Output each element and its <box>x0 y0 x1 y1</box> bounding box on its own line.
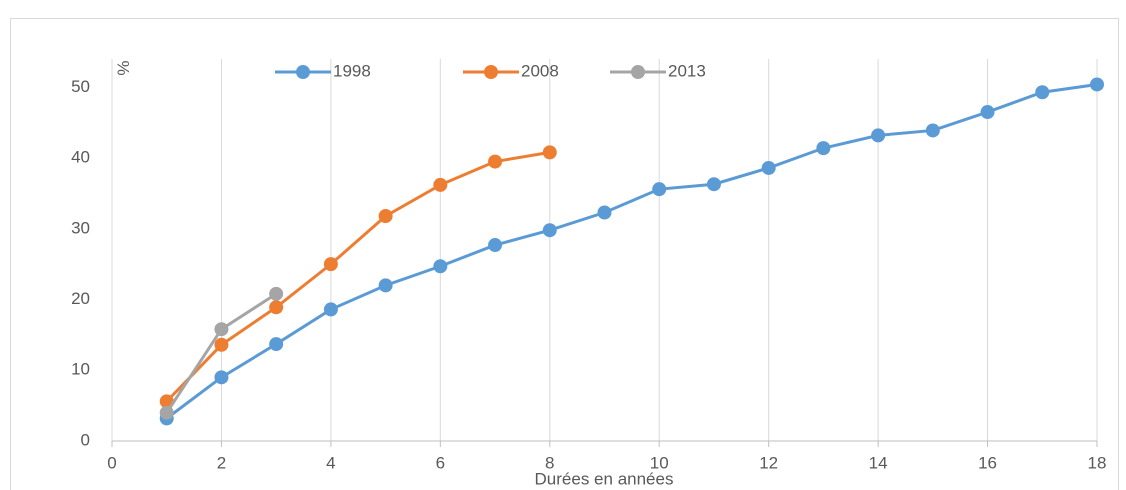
x-tick-label: 12 <box>759 453 778 472</box>
legend-item: 2013 <box>610 61 706 80</box>
legend-item: 1998 <box>275 61 371 80</box>
x-axis-label: Durées en années <box>535 469 674 488</box>
chart-border <box>10 18 1119 490</box>
y-axis-label: % <box>114 60 133 75</box>
data-point <box>1035 85 1050 100</box>
legend-marker <box>631 65 645 79</box>
y-tick-label: 0 <box>81 430 90 449</box>
data-point <box>871 128 886 143</box>
data-point <box>652 182 667 197</box>
data-point <box>488 154 503 169</box>
data-point <box>816 141 831 156</box>
series-line <box>165 150 551 403</box>
data-point <box>378 209 393 224</box>
data-point <box>433 177 448 192</box>
x-tick-label: 10 <box>650 453 669 472</box>
y-tick-label: 20 <box>71 289 90 308</box>
data-point <box>214 322 229 337</box>
legend-item: 2008 <box>463 61 559 80</box>
y-tick-label: 10 <box>71 360 90 379</box>
x-tick-label: 4 <box>326 453 335 472</box>
legend-label: 2008 <box>521 61 559 80</box>
data-point <box>980 105 995 120</box>
data-point <box>761 160 776 175</box>
x-tick-label: 18 <box>1088 453 1107 472</box>
data-point <box>706 177 721 192</box>
data-point <box>159 405 174 420</box>
data-point <box>323 257 338 272</box>
data-point <box>542 145 557 160</box>
data-point <box>488 238 503 253</box>
data-point <box>1090 77 1104 92</box>
y-tick-label: 40 <box>71 148 90 167</box>
x-tick-label: 6 <box>436 453 445 472</box>
legend-marker <box>296 65 310 79</box>
data-point <box>925 123 940 138</box>
data-point <box>433 259 448 274</box>
legend-marker <box>484 65 498 79</box>
data-point <box>269 286 284 301</box>
series-line <box>165 82 1098 420</box>
data-point <box>323 302 338 317</box>
data-point <box>542 223 557 238</box>
x-tick-label: 2 <box>217 453 226 472</box>
data-point <box>378 278 393 293</box>
legend-label: 1998 <box>333 61 371 80</box>
x-tick-label: 16 <box>978 453 997 472</box>
data-point <box>214 370 229 385</box>
data-point <box>269 300 284 315</box>
x-tick-label: 14 <box>869 453 888 472</box>
y-tick-label: 30 <box>71 218 90 237</box>
data-point <box>269 337 284 352</box>
legend-label: 2013 <box>668 61 706 80</box>
x-tick-label: 8 <box>545 453 554 472</box>
data-point <box>214 337 229 352</box>
y-tick-label: 50 <box>71 77 90 96</box>
x-tick-label: 0 <box>107 453 116 472</box>
data-point <box>597 205 612 220</box>
